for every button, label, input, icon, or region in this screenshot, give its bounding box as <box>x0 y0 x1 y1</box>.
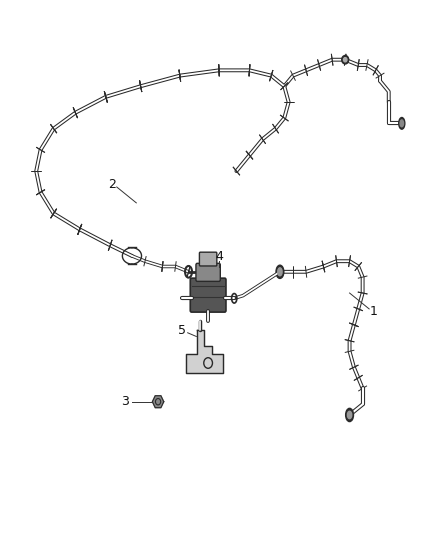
FancyBboxPatch shape <box>196 263 220 281</box>
FancyBboxPatch shape <box>190 278 226 312</box>
Text: 3: 3 <box>121 395 129 408</box>
Ellipse shape <box>278 268 282 276</box>
Text: 5: 5 <box>178 324 186 337</box>
Text: 4: 4 <box>215 251 223 263</box>
Ellipse shape <box>399 117 405 129</box>
Ellipse shape <box>276 265 284 278</box>
FancyBboxPatch shape <box>199 252 217 266</box>
Polygon shape <box>186 330 223 373</box>
Circle shape <box>343 58 347 62</box>
Circle shape <box>342 55 349 64</box>
Polygon shape <box>152 395 164 408</box>
Text: 2: 2 <box>109 178 117 191</box>
Ellipse shape <box>400 120 403 127</box>
Text: 1: 1 <box>370 305 378 318</box>
Ellipse shape <box>346 408 353 422</box>
Ellipse shape <box>347 411 352 419</box>
